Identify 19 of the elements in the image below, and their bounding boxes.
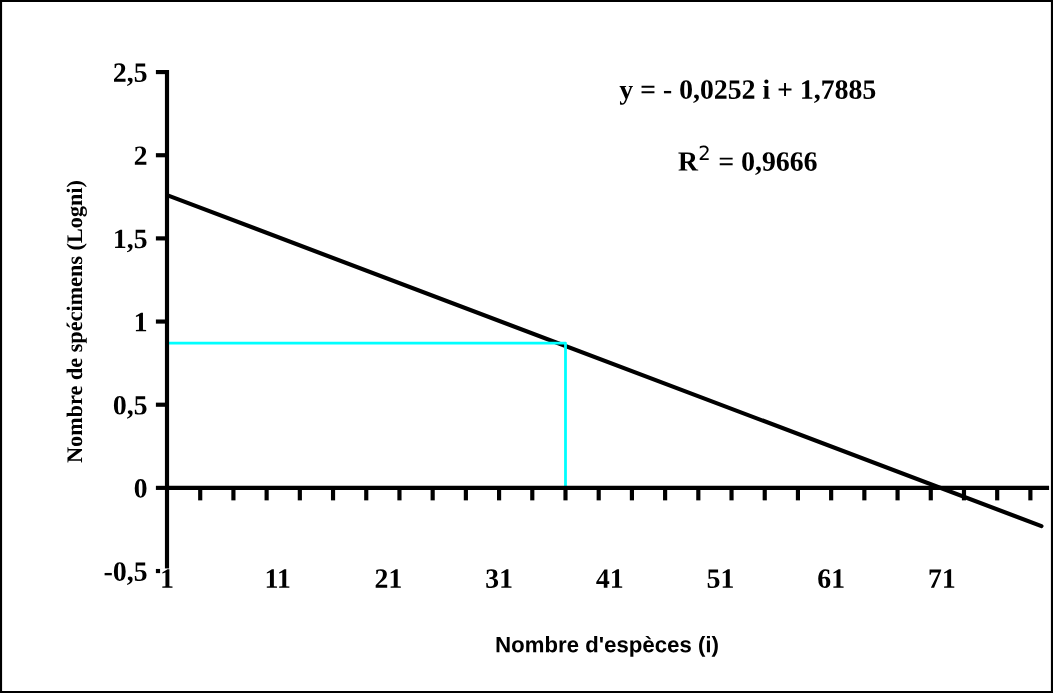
y-tick-label: 0,5	[113, 395, 147, 419]
y-axis-title: Nombre de spécimens (Logni)	[66, 181, 87, 463]
annotation: R$^{2}$ = 0,9666	[678, 145, 817, 175]
x-tick-label: 41	[596, 569, 623, 588]
y-tick-label: -0,5	[104, 562, 147, 585]
y-tick-label: 2,5	[114, 63, 147, 87]
x-axis-title: Nombre d'espèces (i)	[496, 635, 718, 657]
x-tick-label: 51	[707, 569, 733, 588]
x-tick-label: 61	[818, 569, 844, 588]
x-tick-label: 31	[486, 569, 512, 588]
x-tick-label: 71	[929, 569, 955, 588]
x-tick-label: 11	[266, 569, 290, 588]
y-tick-label: 1,5	[115, 229, 147, 253]
x-tick-label: 21	[375, 569, 401, 588]
x-tick-label: 1	[162, 569, 173, 588]
annotation: y = - 0,0252 i + 1,7885	[619, 79, 876, 105]
y-tick-label: 2	[134, 146, 147, 165]
y-tick-label: 0	[134, 479, 147, 498]
y-tick-label: 1	[135, 312, 147, 332]
